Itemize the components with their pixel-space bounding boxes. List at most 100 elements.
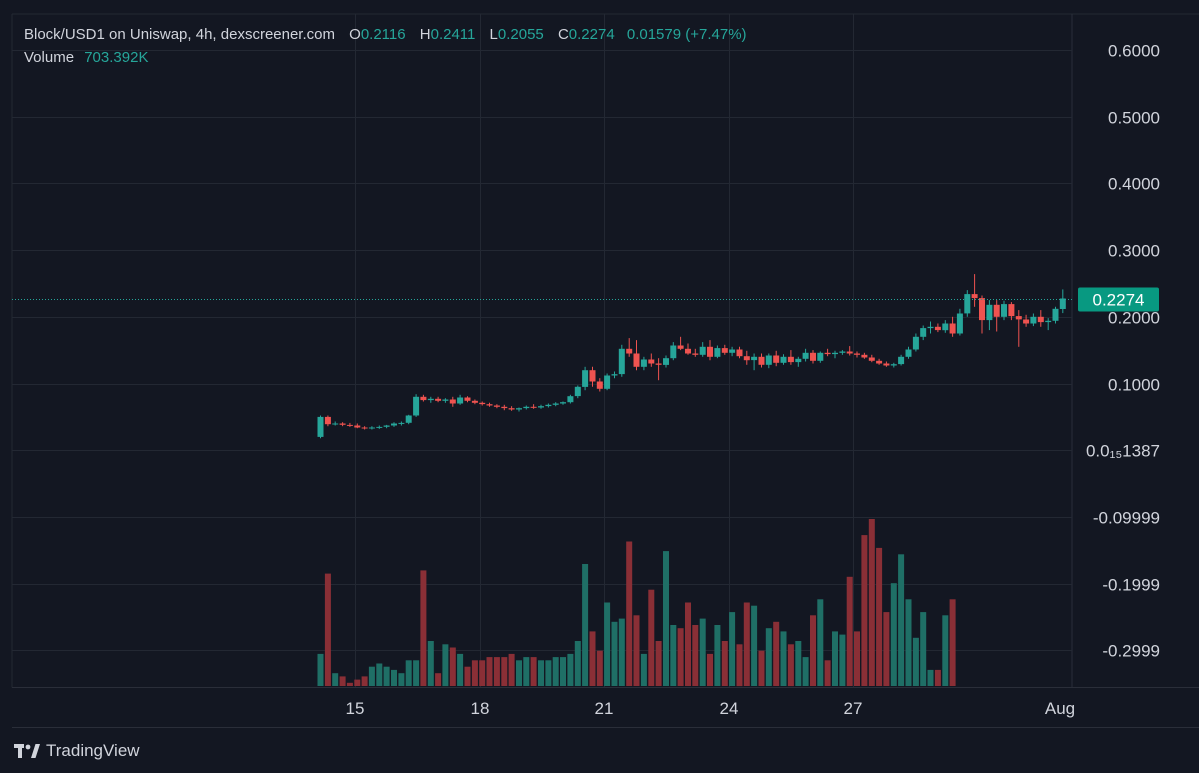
volume-bar — [912, 637, 919, 686]
volume-label: Volume — [24, 49, 75, 66]
volume-bar — [729, 612, 736, 686]
candle-body — [824, 352, 831, 355]
chart-legend: Block/USD1 on Uniswap, 4h, dexscreener.c… — [24, 23, 747, 69]
volume-bar — [736, 644, 743, 687]
candle-body — [758, 356, 765, 365]
candle-body — [692, 353, 699, 355]
volume-bar — [545, 660, 552, 686]
candle-body — [626, 348, 633, 354]
candle-body — [1052, 308, 1059, 321]
volume-bar — [692, 625, 699, 686]
volume-bar — [339, 676, 346, 686]
tradingview-logo-icon — [14, 744, 40, 758]
candle-body — [538, 406, 544, 408]
candle-body — [912, 336, 919, 350]
volume-bar — [670, 625, 677, 686]
volume-bar — [383, 666, 390, 686]
volume-bar — [751, 605, 758, 686]
candle-body — [523, 406, 530, 409]
candle-body — [832, 352, 838, 355]
candle-body — [1059, 298, 1066, 309]
volume-bar — [721, 641, 728, 686]
candle-body — [670, 345, 677, 359]
candle-body — [993, 304, 1000, 317]
volume-bar — [567, 653, 574, 686]
candle-body — [699, 346, 706, 355]
candle-body — [582, 370, 589, 387]
candle-body — [405, 415, 412, 423]
candle-body — [721, 348, 728, 353]
candle-body — [354, 425, 361, 428]
candle-body — [516, 408, 522, 410]
volume-bar — [552, 657, 559, 686]
volume-bar — [817, 599, 824, 686]
candle-body — [861, 354, 868, 358]
volume-bar — [677, 628, 684, 686]
volume-bar — [920, 612, 927, 686]
candle-body — [420, 396, 427, 401]
candle-body — [618, 348, 625, 375]
current-price-badge — [1078, 287, 1159, 312]
candle-body — [898, 356, 905, 365]
volume-bar — [479, 660, 486, 686]
volume-bar — [824, 660, 831, 686]
y-tick-label: -0.1999 — [1102, 576, 1160, 595]
candle-body — [743, 356, 750, 361]
overlay-layer: 0.2274 — [12, 287, 1159, 312]
volume-bar — [810, 615, 816, 686]
volume-bar — [332, 673, 339, 686]
candle-body — [751, 356, 758, 361]
x-tick-label: 27 — [844, 699, 863, 718]
volume-bar — [854, 631, 860, 686]
volume-bar — [324, 573, 331, 686]
volume-bar — [626, 541, 633, 686]
volume-bar — [413, 660, 420, 686]
candle-body — [435, 398, 442, 401]
price-axis: 0.6000 0.5000 0.4000 0.3000 0.2000 0.1000 0.0₁… — [1086, 42, 1160, 661]
candle-body — [765, 355, 772, 365]
volume-bar — [780, 631, 787, 686]
candle-body — [787, 356, 794, 363]
tradingview-brand[interactable]: TradingView — [14, 739, 140, 763]
volume-bar — [449, 647, 456, 686]
candle-body — [339, 423, 346, 425]
candle-body — [449, 399, 456, 404]
candle-body — [560, 402, 566, 404]
volume-bar — [876, 547, 883, 686]
candle-layer — [317, 274, 1066, 439]
volume-bar — [832, 631, 838, 686]
candle-body — [501, 406, 508, 409]
candle-body — [1001, 304, 1007, 317]
candle-body — [736, 349, 743, 357]
candle-body — [817, 352, 824, 361]
candle-body — [457, 397, 464, 404]
volume-bar — [618, 618, 625, 686]
volume-bar — [346, 682, 353, 686]
volume-bar — [471, 660, 478, 686]
change-value: 0.01579 (+7.47%) — [626, 26, 747, 43]
y-tick-label: 0.0₁₅1387 — [1086, 442, 1160, 461]
volume-bar — [883, 612, 890, 686]
candle-body — [934, 326, 941, 331]
volume-bar — [538, 660, 544, 686]
volume-bar — [596, 650, 603, 686]
candle-body — [574, 386, 581, 397]
volume-bar — [868, 519, 875, 686]
volume-bar — [846, 576, 853, 686]
volume-bar — [699, 618, 706, 686]
low-label: L — [489, 26, 498, 43]
volume-bar — [839, 634, 846, 686]
volume-bar — [758, 650, 765, 686]
volume-bar — [640, 653, 647, 686]
volume-layer — [317, 519, 956, 687]
candle-body — [604, 375, 611, 389]
candle-body — [890, 364, 897, 366]
candle-body — [868, 357, 875, 361]
candle-body — [854, 353, 860, 355]
volume-bar — [604, 602, 611, 686]
candle-body — [427, 398, 434, 401]
y-tick-label: 0.6000 — [1108, 42, 1160, 61]
candle-body — [971, 294, 978, 299]
